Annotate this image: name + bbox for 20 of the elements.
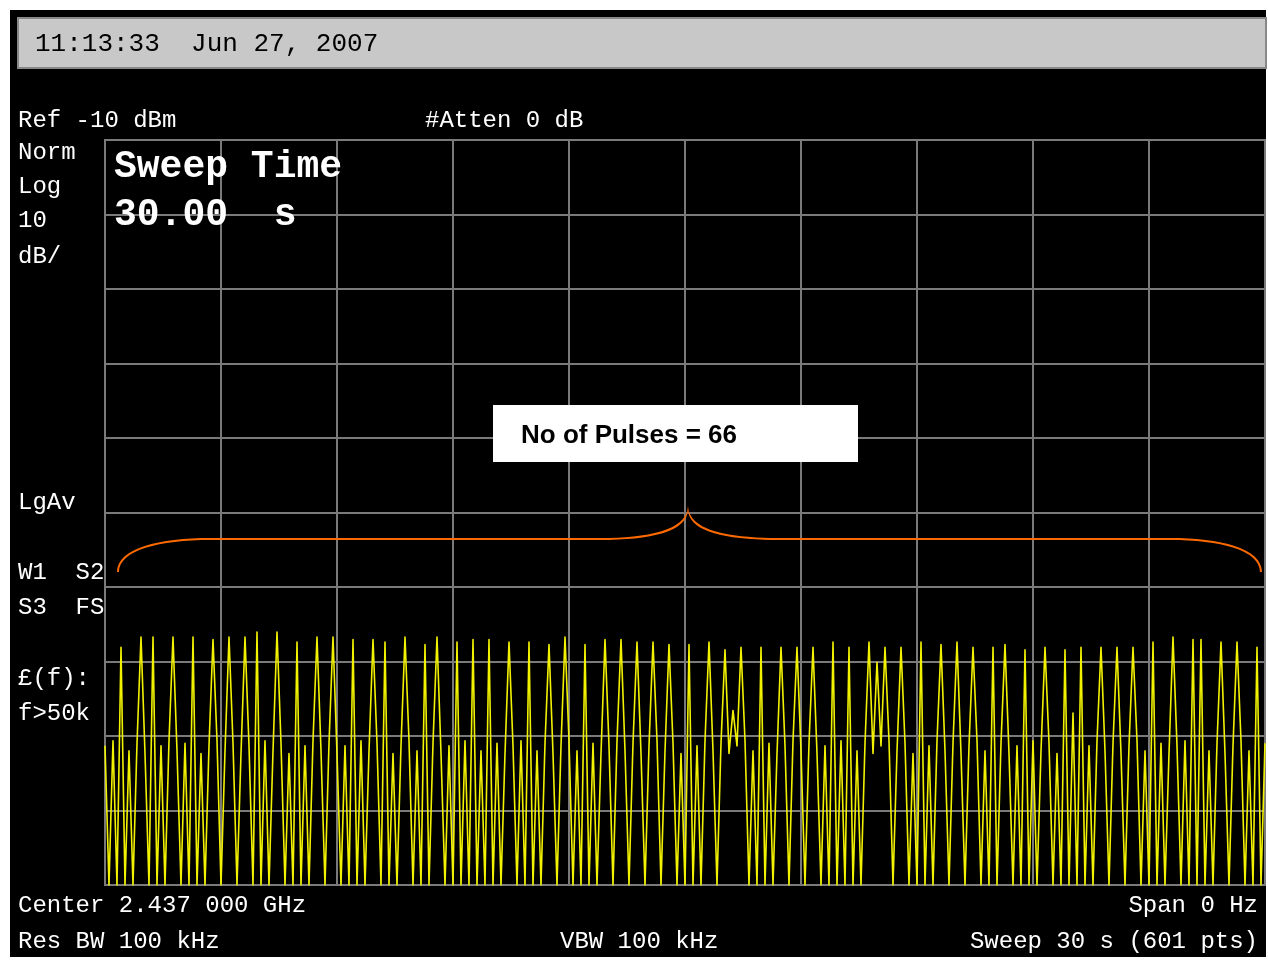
text: 30.00 s <box>114 192 297 236</box>
text: S3 FS <box>18 593 105 621</box>
text: Ref -10 dBm <box>18 106 177 134</box>
chart-title: 11:13:33 Jun 27, 2007 <box>35 29 379 59</box>
text: Center 2.437 000 GHz <box>18 891 307 919</box>
text: dB/ <box>18 242 62 270</box>
text: #Atten 0 dB <box>425 106 584 134</box>
text: £(f): <box>18 664 91 692</box>
text: Norm <box>18 138 76 166</box>
text: Span 0 Hz <box>1128 891 1258 919</box>
text: Sweep Time <box>114 144 343 188</box>
text: LgAv <box>18 488 76 516</box>
text: Sweep 30 s (601 pts) <box>969 927 1258 955</box>
text: Res BW 100 kHz <box>18 927 220 955</box>
text: W1 S2 <box>18 558 105 586</box>
text: Log <box>18 172 62 200</box>
text: VBW 100 kHz <box>560 927 719 955</box>
text: No of Pulses = 66 <box>521 419 738 449</box>
text: f>50k <box>18 699 91 727</box>
text: 10 <box>18 206 47 234</box>
